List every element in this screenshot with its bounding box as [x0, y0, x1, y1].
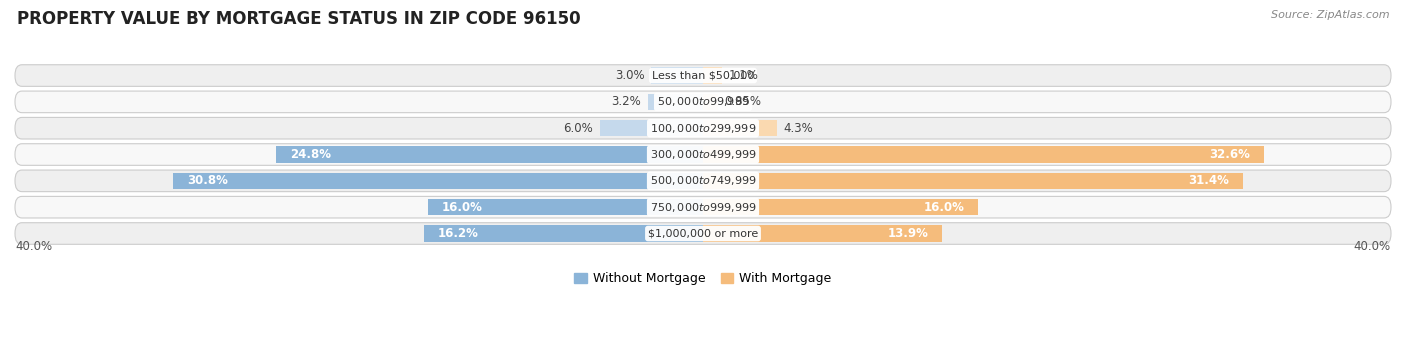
- Text: $50,000 to $99,999: $50,000 to $99,999: [657, 96, 749, 108]
- FancyBboxPatch shape: [15, 117, 1391, 139]
- Text: 32.6%: 32.6%: [1209, 148, 1250, 161]
- Bar: [648, 94, 703, 110]
- Text: 16.0%: 16.0%: [924, 201, 965, 214]
- Text: 30.8%: 30.8%: [187, 174, 228, 187]
- Bar: [425, 225, 703, 242]
- Text: 31.4%: 31.4%: [1188, 174, 1229, 187]
- Text: 13.9%: 13.9%: [887, 227, 928, 240]
- Bar: [703, 120, 778, 136]
- Bar: [703, 225, 942, 242]
- Bar: [703, 199, 979, 215]
- Text: $1,000,000 or more: $1,000,000 or more: [648, 228, 758, 238]
- Bar: [703, 67, 721, 84]
- FancyBboxPatch shape: [15, 197, 1391, 218]
- Text: 0.85%: 0.85%: [724, 96, 762, 108]
- Text: 3.2%: 3.2%: [612, 96, 641, 108]
- Text: 16.0%: 16.0%: [441, 201, 482, 214]
- Text: $500,000 to $749,999: $500,000 to $749,999: [650, 174, 756, 187]
- Bar: [600, 120, 703, 136]
- Text: 40.0%: 40.0%: [1354, 240, 1391, 253]
- Text: 40.0%: 40.0%: [15, 240, 52, 253]
- FancyBboxPatch shape: [15, 170, 1391, 192]
- Text: 16.2%: 16.2%: [439, 227, 479, 240]
- Legend: Without Mortgage, With Mortgage: Without Mortgage, With Mortgage: [569, 268, 837, 290]
- Bar: [703, 146, 1264, 163]
- FancyBboxPatch shape: [15, 91, 1391, 113]
- Text: 1.1%: 1.1%: [728, 69, 759, 82]
- Text: 4.3%: 4.3%: [783, 122, 814, 135]
- Bar: [651, 67, 703, 84]
- Bar: [427, 199, 703, 215]
- FancyBboxPatch shape: [15, 144, 1391, 165]
- Text: Source: ZipAtlas.com: Source: ZipAtlas.com: [1271, 10, 1389, 20]
- Bar: [277, 146, 703, 163]
- Text: $750,000 to $999,999: $750,000 to $999,999: [650, 201, 756, 214]
- Text: PROPERTY VALUE BY MORTGAGE STATUS IN ZIP CODE 96150: PROPERTY VALUE BY MORTGAGE STATUS IN ZIP…: [17, 10, 581, 28]
- Bar: [703, 94, 717, 110]
- FancyBboxPatch shape: [15, 223, 1391, 244]
- Bar: [703, 173, 1243, 189]
- Text: $300,000 to $499,999: $300,000 to $499,999: [650, 148, 756, 161]
- FancyBboxPatch shape: [15, 65, 1391, 86]
- Text: $100,000 to $299,999: $100,000 to $299,999: [650, 122, 756, 135]
- Text: 24.8%: 24.8%: [290, 148, 332, 161]
- Text: 6.0%: 6.0%: [564, 122, 593, 135]
- Text: 3.0%: 3.0%: [614, 69, 644, 82]
- Text: Less than $50,000: Less than $50,000: [652, 70, 754, 81]
- Bar: [173, 173, 703, 189]
